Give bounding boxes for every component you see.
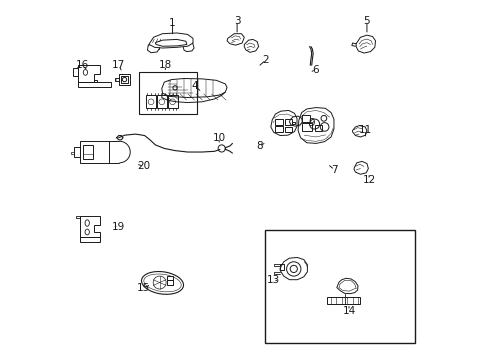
Text: 18: 18 bbox=[159, 60, 172, 70]
Bar bbox=[315, 125, 322, 131]
Text: 8: 8 bbox=[256, 141, 263, 151]
Bar bbox=[265, 230, 416, 343]
Text: 12: 12 bbox=[363, 175, 376, 185]
Bar bbox=[78, 82, 111, 87]
Bar bbox=[157, 95, 167, 108]
Bar bbox=[120, 74, 129, 85]
Text: 16: 16 bbox=[75, 60, 89, 70]
Text: 3: 3 bbox=[234, 16, 241, 26]
Bar bbox=[275, 119, 283, 125]
Text: 17: 17 bbox=[112, 60, 125, 70]
Bar bbox=[302, 116, 310, 122]
Text: 15: 15 bbox=[137, 283, 150, 293]
Bar bbox=[168, 95, 177, 108]
Text: 5: 5 bbox=[364, 16, 370, 26]
Bar bbox=[292, 122, 295, 125]
Text: 10: 10 bbox=[213, 133, 226, 143]
Bar bbox=[139, 72, 196, 114]
Bar bbox=[73, 68, 78, 76]
Text: 6: 6 bbox=[313, 64, 319, 75]
Text: 13: 13 bbox=[267, 275, 280, 285]
Bar bbox=[285, 127, 293, 132]
Text: 19: 19 bbox=[112, 222, 125, 231]
Text: 9: 9 bbox=[308, 118, 315, 128]
Bar bbox=[80, 237, 100, 242]
Bar bbox=[74, 147, 80, 157]
Text: 20: 20 bbox=[137, 161, 150, 171]
Bar bbox=[167, 276, 173, 280]
Bar bbox=[94, 80, 97, 82]
Text: 14: 14 bbox=[343, 306, 356, 316]
Bar bbox=[83, 145, 93, 159]
Bar bbox=[280, 264, 285, 270]
Bar bbox=[285, 119, 293, 125]
Text: 4: 4 bbox=[192, 81, 198, 91]
Bar bbox=[327, 297, 360, 304]
Bar bbox=[275, 126, 283, 132]
Bar bbox=[167, 280, 173, 285]
Bar bbox=[302, 123, 312, 131]
Bar bbox=[122, 76, 128, 83]
Text: 7: 7 bbox=[331, 165, 338, 175]
Text: 1: 1 bbox=[169, 18, 176, 28]
Text: 2: 2 bbox=[263, 55, 269, 65]
Text: 11: 11 bbox=[359, 125, 372, 135]
Bar bbox=[146, 95, 156, 108]
Bar bbox=[115, 78, 120, 81]
